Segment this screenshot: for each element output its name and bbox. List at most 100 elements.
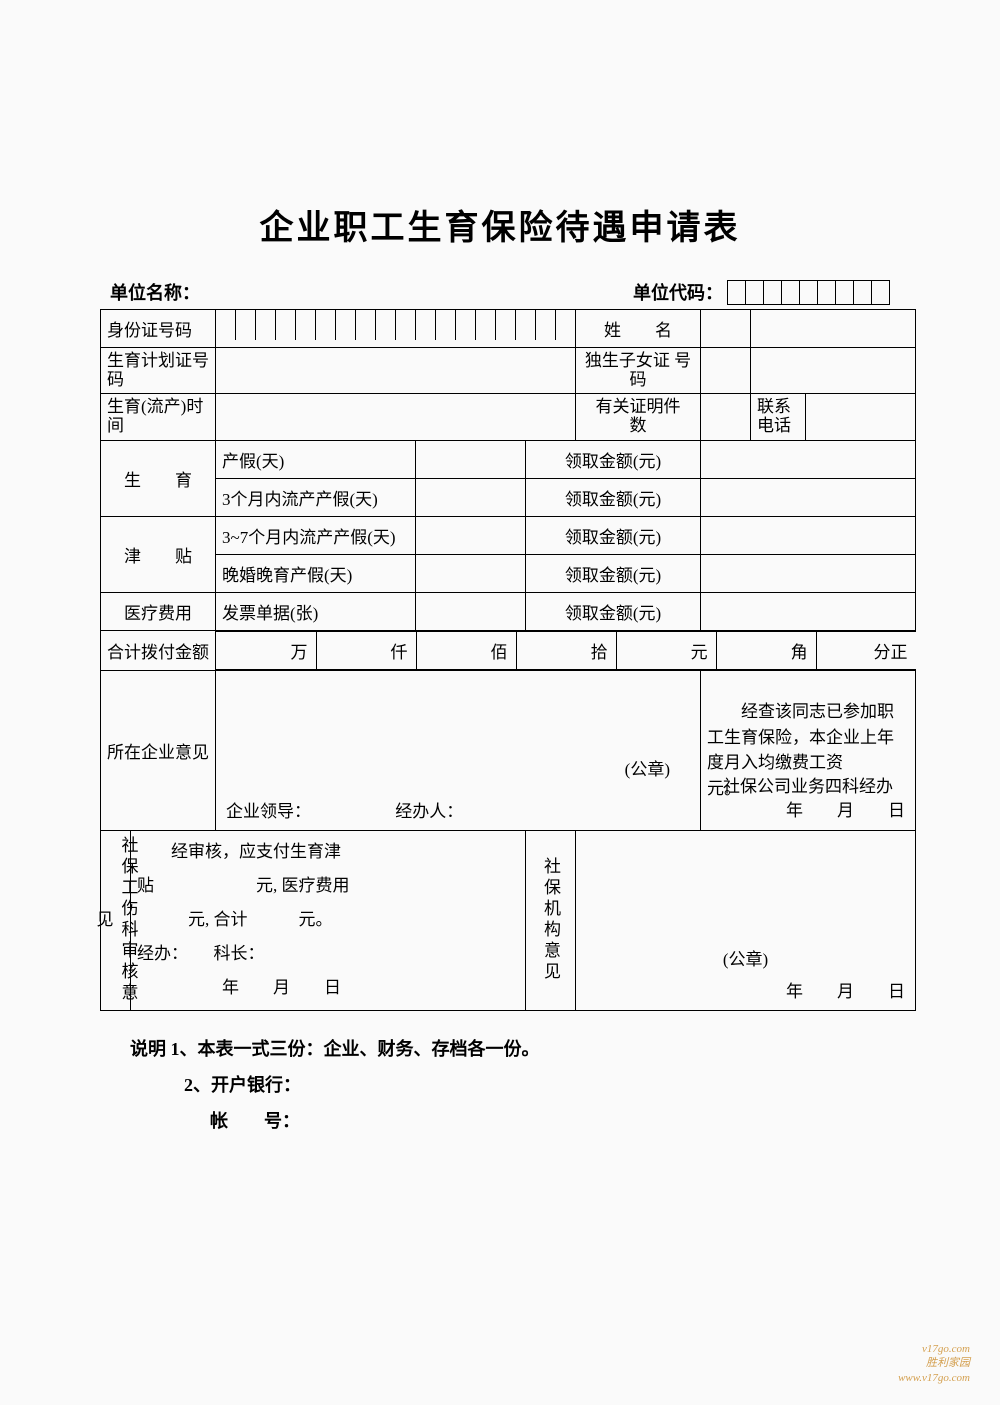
id-box xyxy=(336,310,356,340)
unit-qian: 仟 xyxy=(316,631,416,669)
watermark-l1: v17go.com xyxy=(898,1342,970,1356)
note-1: 说明 1、本表一式三份：企业、财务、存档各一份。 xyxy=(130,1031,900,1067)
audit-line3: 元, 合计 元。 xyxy=(137,903,519,937)
code-box xyxy=(800,281,818,305)
row-birth-time: 生育(流产)时 间 有关证明件 数 联系电话 xyxy=(101,394,916,440)
unit-code-section: 单位代码： xyxy=(633,279,890,305)
row-allowance-4: 晚婚晚育产假(天) 领取金额(元) xyxy=(101,554,916,592)
unit-code-label: 单位代码： xyxy=(633,279,723,305)
audit-body: 经审核，应支付生育津 贴 元, 医疗费用 元, 合计 元。 经办： 科长： 年 … xyxy=(131,830,526,1010)
org-seal: (公章) xyxy=(576,945,915,970)
row-audit: 社保工伤科审核意见 经审核，应支付生育津 贴 元, 医疗费用 元, 合计 元。 … xyxy=(101,830,916,1010)
company-opinion-label: 所在企业意见 xyxy=(101,670,216,830)
row-total: 合计拨付金额 万 仟 佰 拾 元 角 分正 xyxy=(101,630,916,670)
id-box xyxy=(316,310,336,340)
company-handler: 经办人： xyxy=(395,802,463,821)
row-id: 身份证号码 姓 名 xyxy=(101,310,916,348)
code-box xyxy=(854,281,872,305)
miscarriage37-label: 3~7个月内流产产假(天) xyxy=(216,516,416,554)
miscarriage3-value xyxy=(416,478,526,516)
code-box xyxy=(764,281,782,305)
total-label: 合计拨付金额 xyxy=(101,630,216,670)
birth-plan-label: 生育计划证号 码 xyxy=(101,348,216,394)
header-row: 单位名称： 单位代码： xyxy=(100,279,900,305)
audit-label: 社保工伤科审核意见 xyxy=(101,830,131,1010)
id-box xyxy=(276,310,296,340)
social-check-signer: 社保公司业务四科经办 xyxy=(701,774,915,800)
main-form-table: 身份证号码 姓 名 生育计划证号 码 独生子女证 号 码 生育(流产)时 间 有… xyxy=(100,309,916,1011)
leave-days-label: 产假(天) xyxy=(216,440,416,478)
medical-amt-label: 领取金额(元) xyxy=(526,592,701,630)
row-medical: 医疗费用 发票单据(张) 领取金额(元) xyxy=(101,592,916,630)
birth-time-value xyxy=(216,394,576,440)
name-value-2 xyxy=(751,310,916,348)
name-label: 姓 名 xyxy=(576,310,701,348)
miscarriage37-value xyxy=(416,516,526,554)
audit-line4: 经办： 科长： xyxy=(137,937,519,971)
code-box xyxy=(746,281,764,305)
company-opinion-body: (公章) 企业领导： 经办人： xyxy=(216,670,701,830)
id-box xyxy=(256,310,276,340)
contact-value xyxy=(806,394,916,440)
id-label: 身份证号码 xyxy=(101,310,216,348)
id-box xyxy=(396,310,416,340)
unit-fen: 分正 xyxy=(816,631,915,669)
row-company-opinion: 所在企业意见 (公章) 企业领导： 经办人： 经查该同志已参加职工生育保险，本企… xyxy=(101,670,916,830)
birth-plan-value xyxy=(216,348,576,394)
company-leader: 企业领导： xyxy=(226,802,311,821)
org-opinion-label: 社保机构意见 xyxy=(526,830,576,1010)
miscarriage3-amt-label: 领取金额(元) xyxy=(526,478,701,516)
unit-yuan: 元 xyxy=(616,631,716,669)
id-box xyxy=(356,310,376,340)
id-box xyxy=(236,310,256,340)
birth-time-label: 生育(流产)时 间 xyxy=(101,394,216,440)
id-box xyxy=(296,310,316,340)
id-box xyxy=(376,310,396,340)
id-box xyxy=(476,310,496,340)
id-box xyxy=(456,310,476,340)
company-seal: (公章) xyxy=(625,755,670,780)
receipt-value xyxy=(416,592,526,630)
leave-days-value xyxy=(416,440,526,478)
total-units-cell: 万 仟 佰 拾 元 角 分正 xyxy=(216,630,916,670)
medical-label: 医疗费用 xyxy=(101,592,216,630)
unit-wan: 万 xyxy=(216,631,316,669)
late-marriage-value xyxy=(416,554,526,592)
id-box xyxy=(516,310,536,340)
audit-line1: 经审核，应支付生育津 xyxy=(137,835,519,869)
row-birth-plan: 生育计划证号 码 独生子女证 号 码 xyxy=(101,348,916,394)
unit-bai: 佰 xyxy=(416,631,516,669)
audit-line2: 贴 元, 医疗费用 xyxy=(137,869,519,903)
code-box xyxy=(818,281,836,305)
only-child-value-1 xyxy=(701,348,751,394)
org-opinion-body: (公章) 年 月 日 xyxy=(576,830,916,1010)
unit-jiao: 角 xyxy=(716,631,816,669)
id-box xyxy=(436,310,456,340)
note-2: 2、开户银行： xyxy=(130,1067,900,1103)
id-box xyxy=(416,310,436,340)
company-sign-line: 企业领导： 经办人： xyxy=(226,797,690,822)
audit-line5: 年 月 日 xyxy=(137,971,519,1005)
code-box xyxy=(872,281,890,305)
code-box xyxy=(728,281,746,305)
watermark: v17go.com 胜利家园 www.v17go.com xyxy=(898,1342,970,1385)
id-box xyxy=(556,310,575,340)
id-box xyxy=(536,310,556,340)
late-marriage-amt-label: 领取金额(元) xyxy=(526,554,701,592)
miscarriage37-amt-label: 领取金额(元) xyxy=(526,516,701,554)
row-allowance-2: 3个月内流产产假(天) 领取金额(元) xyxy=(101,478,916,516)
social-check-date: 年 月 日 xyxy=(701,798,905,824)
miscarriage3-amt-value xyxy=(701,478,916,516)
code-box xyxy=(836,281,854,305)
name-value-1 xyxy=(701,310,751,348)
notes-section: 说明 1、本表一式三份：企业、财务、存档各一份。 2、开户银行： 帐 号： xyxy=(100,1031,900,1139)
watermark-l2: 胜利家园 xyxy=(898,1356,970,1370)
late-marriage-amt-value xyxy=(701,554,916,592)
row-allowance-3: 津 贴 3~7个月内流产产假(天) 领取金额(元) xyxy=(101,516,916,554)
id-box xyxy=(496,310,516,340)
cert-count-label: 有关证明件 数 xyxy=(576,394,701,440)
social-check-body: 经查该同志已参加职工生育保险，本企业上年度月入均缴费工资 元。 社保公司业务四科… xyxy=(701,670,916,830)
form-title: 企业职工生育保险待遇申请表 xyxy=(100,200,900,249)
late-marriage-label: 晚婚晚育产假(天) xyxy=(216,554,416,592)
leave-amt-value xyxy=(701,440,916,478)
